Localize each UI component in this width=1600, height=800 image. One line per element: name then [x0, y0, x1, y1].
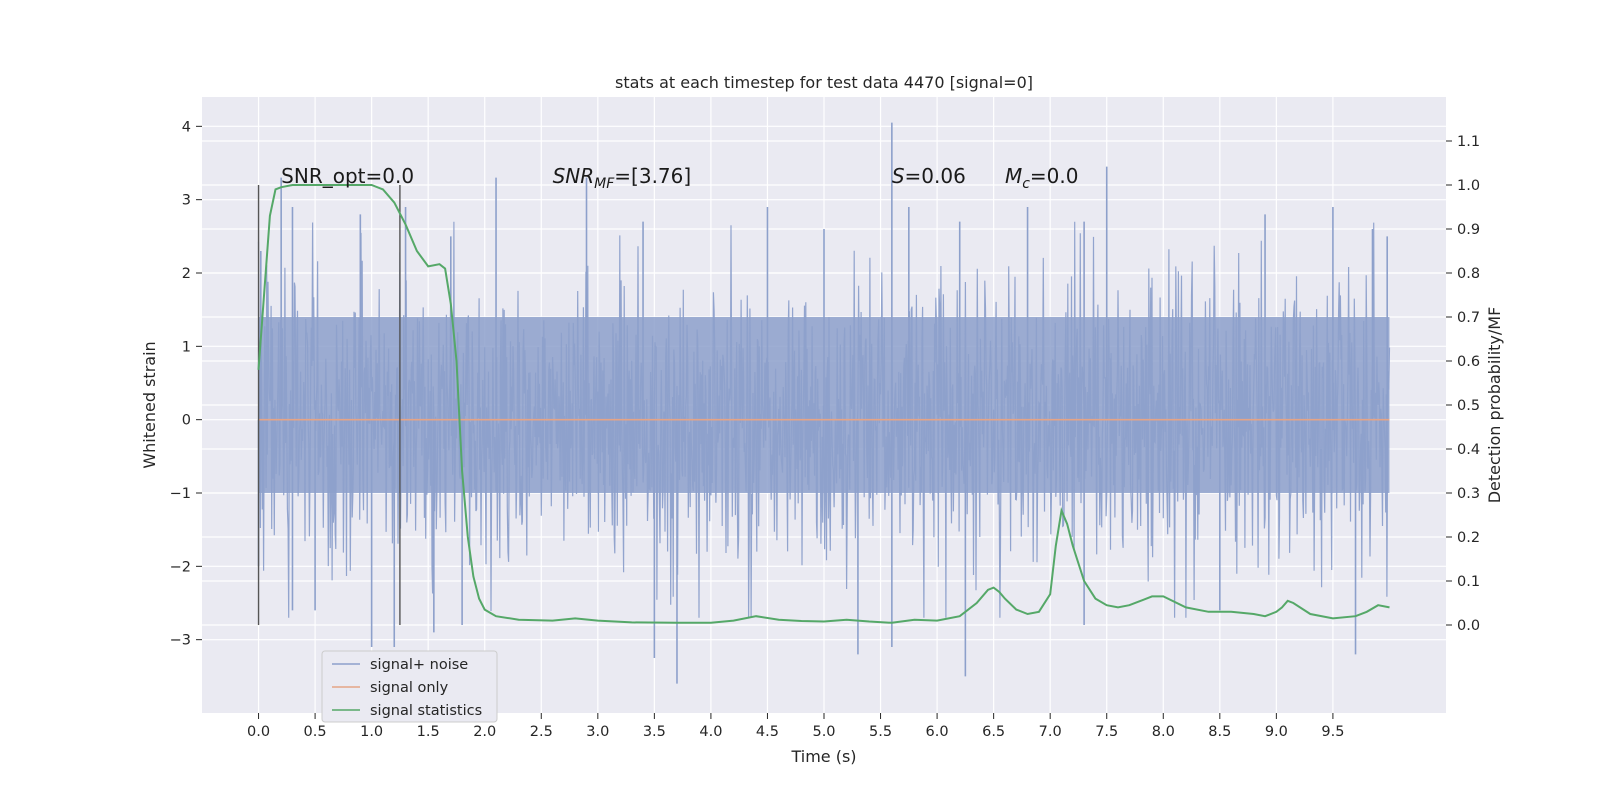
- annotation-mc-sub: c: [1022, 176, 1030, 192]
- y-left-tick-label: −3: [170, 633, 191, 649]
- annotation-mc: Mc=0.0: [1005, 164, 1079, 192]
- signal-statistics-line: [257, 184, 1390, 624]
- annotation-s-var: S: [892, 164, 905, 188]
- y-left-tick-label: −2: [170, 559, 191, 575]
- y-right-tick-label: 1.1: [1457, 134, 1480, 150]
- x-tick-label: 5.5: [869, 724, 892, 740]
- annotation-s-value: =0.06: [905, 164, 966, 188]
- annotation-s: S=0.06: [892, 164, 966, 188]
- legend-entry-signal-only: signal only: [370, 680, 449, 696]
- x-tick-label: 3.5: [643, 724, 666, 740]
- x-tick-label: 4.5: [756, 724, 779, 740]
- series-signal-statistics: [257, 184, 1390, 624]
- y-left-tick-label: 3: [182, 193, 191, 209]
- series-signal-noise: [257, 122, 1391, 684]
- x-tick-label: 9.5: [1321, 724, 1344, 740]
- y-left-tick-label: 4: [182, 119, 191, 135]
- y-right-tick-label: 1.0: [1457, 178, 1480, 194]
- y-left-tick-label: 0: [182, 413, 191, 429]
- x-tick-label: 0.5: [304, 724, 327, 740]
- x-tick-label: 2.0: [473, 724, 496, 740]
- x-axis-label: Time (s): [790, 747, 856, 766]
- legend-box: [321, 650, 498, 723]
- y-left-tick-label: 2: [182, 266, 191, 282]
- y-left-tick-label: −1: [170, 486, 191, 502]
- vertical-markers: [257, 185, 401, 625]
- annotation-snr-mf-value: =[3.76]: [614, 164, 691, 188]
- x-tick-label: 8.0: [1152, 724, 1175, 740]
- x-tick-label: 1.5: [417, 724, 440, 740]
- y-right-tick-label: 0.1: [1457, 574, 1480, 590]
- annotation-snr-mf-base: SNR: [553, 164, 595, 188]
- x-tick-label: 7.5: [1095, 724, 1118, 740]
- annotation-snr-mf: SNRMF=[3.76]: [553, 164, 692, 192]
- x-tick-label: 9.0: [1265, 724, 1288, 740]
- x-tick-label: 1.0: [360, 724, 383, 740]
- annotation-snr-mf-sub: MF: [594, 176, 615, 192]
- y-right-axis-ticks: 0.0 0.1 0.2 0.3 0.4 0.5 0.6 0.7 0.8 0.9 1.0 1.1: [1446, 134, 1480, 634]
- y-right-tick-label: 0.3: [1457, 486, 1480, 502]
- x-tick-label: 8.5: [1208, 724, 1231, 740]
- x-tick-label: 0.0: [247, 724, 270, 740]
- x-tick-label: 5.0: [812, 724, 835, 740]
- x-tick-label: 4.0: [699, 724, 722, 740]
- y-right-tick-label: 0.9: [1457, 222, 1480, 238]
- y-left-axis-ticks: −3 −2 −1 0 1 2 3 4: [170, 119, 202, 649]
- annotations: SNR_opt=0.0 SNRMF=[3.76] S=0.06 Mc=0.0: [281, 164, 1078, 192]
- x-tick-label: 3.0: [586, 724, 609, 740]
- y-right-tick-label: 0.2: [1457, 530, 1480, 546]
- y-left-axis-label: Whitened strain: [140, 341, 159, 468]
- legend: signal+ noise signal only signal statist…: [321, 650, 498, 723]
- legend-entry-signal-statistics: signal statistics: [370, 703, 482, 719]
- chart-title: stats at each timestep for test data 447…: [615, 73, 1033, 92]
- x-tick-label: 6.0: [926, 724, 949, 740]
- x-tick-label: 7.0: [1039, 724, 1062, 740]
- y-right-tick-label: 0.4: [1457, 442, 1480, 458]
- legend-entry-signal-noise: signal+ noise: [370, 657, 468, 673]
- y-right-tick-label: 0.7: [1457, 310, 1480, 326]
- annotation-snr-opt: SNR_opt=0.0: [281, 164, 414, 188]
- y-right-axis-label: Detection probability/MF: [1485, 307, 1504, 504]
- annotation-mc-base: M: [1005, 164, 1022, 188]
- y-right-tick-label: 0.6: [1457, 354, 1480, 370]
- x-tick-label: 6.5: [982, 724, 1005, 740]
- y-right-tick-label: 0.8: [1457, 266, 1480, 282]
- y-right-tick-label: 0.0: [1457, 618, 1480, 634]
- y-right-tick-label: 0.5: [1457, 398, 1480, 414]
- y-left-tick-label: 1: [182, 339, 191, 355]
- x-axis-ticks: 0.0 0.5 1.0 1.5 2.0 2.5 3.0 3.5 4.0 4.5 5.0 5.5 6.0 6…: [247, 713, 1344, 740]
- annotation-mc-value: =0.0: [1030, 164, 1079, 188]
- x-tick-label: 2.5: [530, 724, 553, 740]
